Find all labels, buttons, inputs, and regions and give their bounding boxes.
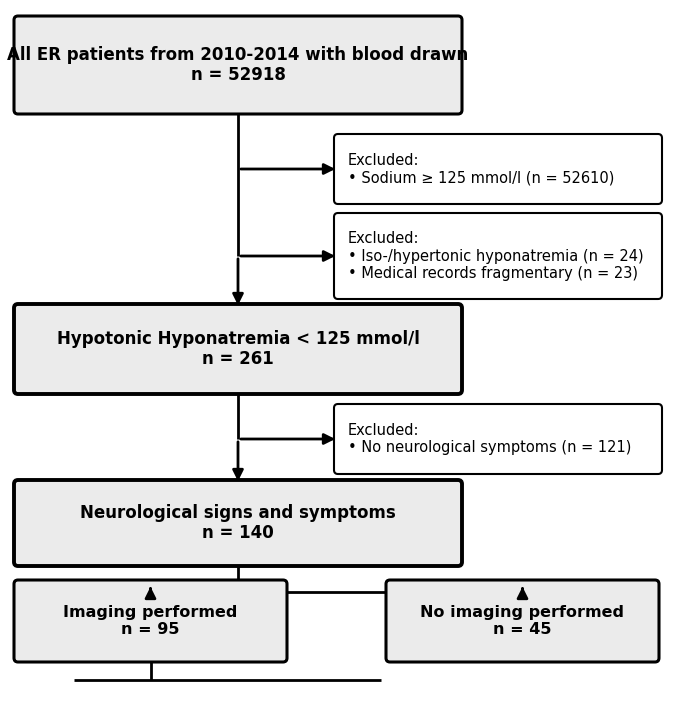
Text: Excluded:
• Sodium ≥ 125 mmol/l (n = 52610): Excluded: • Sodium ≥ 125 mmol/l (n = 526… — [348, 153, 614, 185]
FancyBboxPatch shape — [334, 404, 662, 474]
FancyBboxPatch shape — [334, 134, 662, 204]
Text: No imaging performed
n = 45: No imaging performed n = 45 — [421, 605, 624, 637]
FancyBboxPatch shape — [386, 580, 659, 662]
Text: Excluded:
• Iso-/hypertonic hyponatremia (n = 24)
• Medical records fragmentary : Excluded: • Iso-/hypertonic hyponatremia… — [348, 231, 644, 281]
Text: Hypotonic Hyponatremia < 125 mmol/l
n = 261: Hypotonic Hyponatremia < 125 mmol/l n = … — [57, 329, 419, 368]
FancyBboxPatch shape — [14, 16, 462, 114]
FancyBboxPatch shape — [14, 580, 287, 662]
Text: Excluded:
• No neurological symptoms (n = 121): Excluded: • No neurological symptoms (n … — [348, 422, 631, 455]
Text: Imaging performed
n = 95: Imaging performed n = 95 — [63, 605, 238, 637]
FancyBboxPatch shape — [334, 213, 662, 299]
Text: All ER patients from 2010-2014 with blood drawn
n = 52918: All ER patients from 2010-2014 with bloo… — [7, 45, 468, 84]
Text: Neurological signs and symptoms
n = 140: Neurological signs and symptoms n = 140 — [80, 503, 396, 542]
FancyBboxPatch shape — [14, 304, 462, 394]
FancyBboxPatch shape — [14, 480, 462, 566]
